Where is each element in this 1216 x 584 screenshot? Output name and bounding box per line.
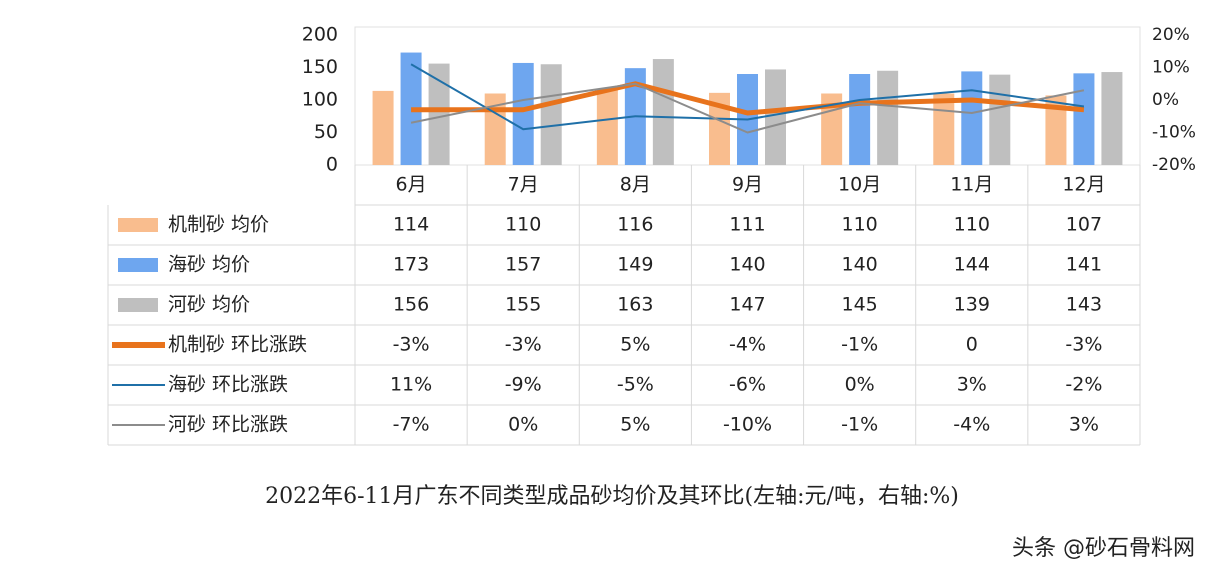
legend-label: 河砂 环比涨跌 <box>168 414 288 436</box>
y-tick-label: 50 <box>314 121 338 143</box>
bar <box>933 93 955 165</box>
y2-tick-label: -10% <box>1152 123 1196 143</box>
x-tick-label: 12月 <box>1062 174 1105 196</box>
data-label: 156 <box>393 294 429 316</box>
legend-swatch <box>118 218 158 232</box>
y-tick-label: 100 <box>302 89 338 111</box>
data-label: -7% <box>393 414 430 436</box>
data-label: 155 <box>505 294 541 316</box>
bar <box>540 64 562 165</box>
data-label: 145 <box>842 294 878 316</box>
x-tick-label: 10月 <box>838 174 881 196</box>
data-label: -4% <box>953 414 990 436</box>
data-label: 143 <box>1066 294 1102 316</box>
data-label: 3% <box>957 374 987 396</box>
x-tick-label: 8月 <box>620 174 651 196</box>
y-tick-label: 200 <box>302 24 338 46</box>
bar <box>1073 73 1095 165</box>
data-label: -3% <box>505 334 542 356</box>
bar <box>428 63 450 165</box>
bar <box>961 71 983 165</box>
data-label: 11% <box>390 374 432 396</box>
data-label: 111 <box>729 214 765 236</box>
data-label: 140 <box>729 254 765 276</box>
data-label: 110 <box>842 214 878 236</box>
data-label: -1% <box>841 414 878 436</box>
data-label: 173 <box>393 254 429 276</box>
x-tick-label: 9月 <box>732 174 763 196</box>
data-label: -9% <box>505 374 542 396</box>
bar <box>596 89 618 165</box>
data-label: 139 <box>954 294 990 316</box>
legend-swatch <box>118 258 158 272</box>
bar <box>512 62 534 166</box>
data-label: 140 <box>842 254 878 276</box>
y2-tick-label: 0% <box>1152 90 1179 110</box>
data-label: 147 <box>729 294 765 316</box>
bar <box>849 74 871 165</box>
x-tick-label: 7月 <box>508 174 539 196</box>
data-label: 144 <box>954 254 990 276</box>
data-label: 3% <box>1069 414 1099 436</box>
chart-title: 2022年6-11月广东不同类型成品砂均价及其环比(左轴:元/吨，右轴:%) <box>265 484 959 509</box>
data-label: -10% <box>723 414 772 436</box>
y2-tick-label: -20% <box>1152 155 1196 175</box>
data-label: 0% <box>508 414 538 436</box>
data-label: -5% <box>617 374 654 396</box>
bar <box>1101 72 1123 165</box>
data-label: -3% <box>393 334 430 356</box>
bar <box>989 74 1011 165</box>
y-tick-label: 150 <box>302 56 338 78</box>
data-label: 149 <box>617 254 653 276</box>
line <box>411 81 1085 116</box>
bar <box>652 59 674 165</box>
data-label: -1% <box>841 334 878 356</box>
line <box>410 82 1085 134</box>
bar <box>877 70 899 165</box>
legend-swatch <box>118 298 158 312</box>
data-label: 110 <box>954 214 990 236</box>
data-label: 163 <box>617 294 653 316</box>
data-label: 0% <box>845 374 875 396</box>
data-label: 141 <box>1066 254 1102 276</box>
y-tick-label: 0 <box>326 154 338 176</box>
watermark: 头条 @砂石骨料网 <box>1012 536 1195 561</box>
data-label: 0 <box>966 334 978 356</box>
x-tick-label: 11月 <box>950 174 993 196</box>
legend-label: 机制砂 均价 <box>168 214 269 236</box>
line <box>410 63 1085 131</box>
data-label: 114 <box>393 214 429 236</box>
data-label: 107 <box>1066 214 1102 236</box>
bar <box>1045 95 1067 165</box>
data-label: -4% <box>729 334 766 356</box>
data-label: -6% <box>729 374 766 396</box>
data-label: -2% <box>1065 374 1102 396</box>
legend-label: 机制砂 环比涨跌 <box>168 334 307 356</box>
bar <box>372 90 394 165</box>
data-label: 5% <box>620 414 650 436</box>
data-label: 5% <box>620 334 650 356</box>
legend-label: 海砂 环比涨跌 <box>168 374 288 396</box>
legend-label: 海砂 均价 <box>168 254 250 276</box>
x-tick-label: 6月 <box>396 174 427 196</box>
data-label: 116 <box>617 214 653 236</box>
legend-label: 河砂 均价 <box>168 294 250 316</box>
data-label: 157 <box>505 254 541 276</box>
data-label: 110 <box>505 214 541 236</box>
data-label: -3% <box>1065 334 1102 356</box>
y2-tick-label: 10% <box>1152 58 1190 78</box>
bar <box>765 69 786 165</box>
y2-tick-label: 20% <box>1152 25 1190 45</box>
bar <box>709 92 730 165</box>
